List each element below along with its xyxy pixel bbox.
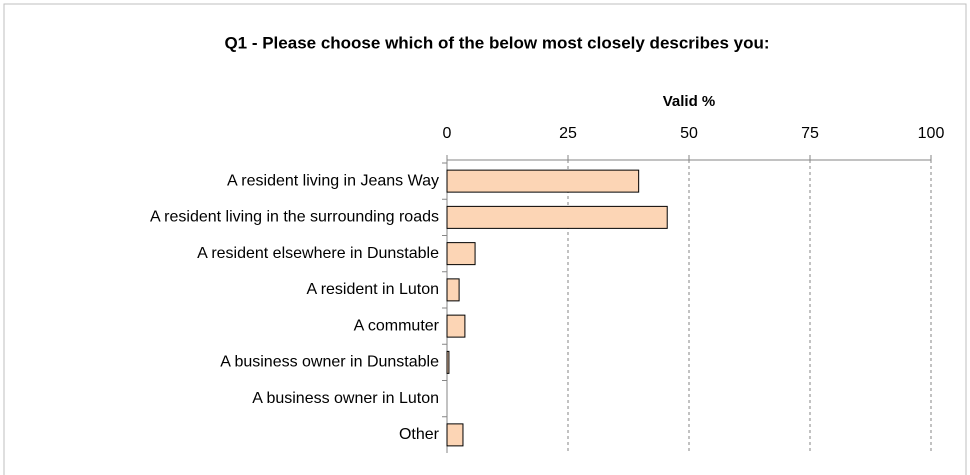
bar: [446, 242, 476, 266]
bar: [446, 205, 668, 229]
chart-frame: [3, 3, 967, 475]
y-tick-label: A resident living in Jeans Way: [227, 172, 439, 189]
bar: [446, 278, 460, 302]
chart-title: Q1 - Please choose which of the below mo…: [224, 33, 769, 52]
y-tick-label: A business owner in Luton: [252, 390, 439, 407]
x-tick-label: 0: [443, 125, 452, 142]
x-tick-label: 25: [559, 125, 577, 142]
y-tick-label: A commuter: [354, 317, 440, 334]
axis-label: Valid %: [663, 93, 716, 110]
x-tick-label: 50: [680, 125, 698, 142]
x-tick-label: 75: [801, 125, 819, 142]
y-tick-label: A resident elsewhere in Dunstable: [197, 245, 439, 262]
bar: [446, 350, 450, 374]
bar: [446, 423, 464, 447]
bar: [446, 314, 466, 338]
x-tick-label: 100: [918, 125, 945, 142]
bar: [446, 169, 640, 193]
y-tick-label: A resident living in the surrounding roa…: [150, 209, 439, 226]
y-tick-label: A resident in Luton: [306, 281, 439, 298]
y-tick-label: Other: [399, 426, 440, 443]
y-tick-label: A business owner in Dunstable: [220, 354, 439, 371]
